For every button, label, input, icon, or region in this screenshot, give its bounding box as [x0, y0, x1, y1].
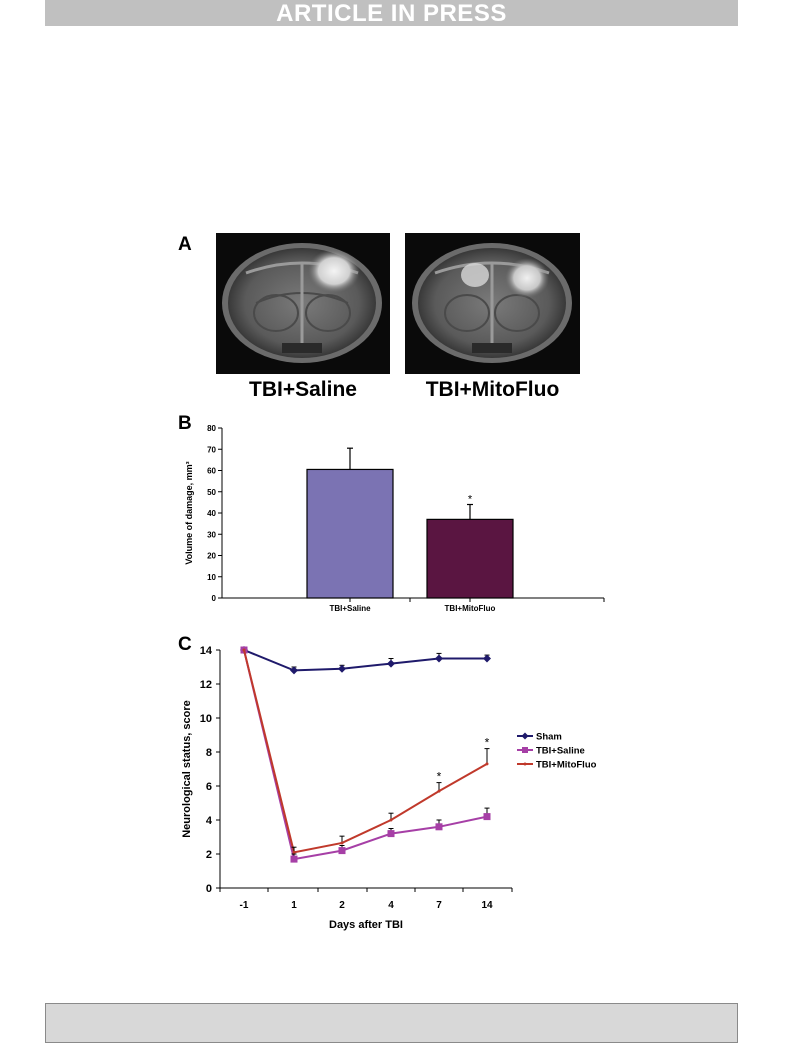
bar — [426, 518, 514, 599]
significance-mark: * — [437, 770, 442, 784]
y-tick-label: 60 — [207, 467, 216, 476]
article-in-press-banner: ARTICLE IN PRESS — [45, 0, 738, 27]
y-tick-label: 8 — [206, 747, 212, 759]
x-tick-label: 1 — [291, 900, 297, 911]
data-point — [437, 789, 441, 793]
mri-image-tbi-saline — [216, 233, 390, 374]
significance-mark: * — [468, 494, 473, 506]
data-point — [435, 654, 443, 663]
y-tick-label: 30 — [207, 530, 216, 539]
y-axis-label: Neurological status, score — [181, 700, 193, 838]
data-point — [389, 818, 393, 822]
panel-c-label: C — [178, 634, 192, 655]
data-point — [340, 841, 344, 845]
series-line-tbi-mitofluo — [243, 649, 488, 854]
y-tick-label: 14 — [200, 645, 213, 657]
legend-marker — [523, 762, 527, 766]
y-tick-label: 4 — [206, 815, 213, 827]
y-tick-label: 10 — [200, 713, 212, 725]
series-line-tbi-saline — [243, 649, 488, 861]
data-point — [485, 762, 489, 766]
y-tick-label: 2 — [206, 849, 212, 861]
legend-label: TBI+MitoFluo — [536, 760, 597, 771]
data-point — [338, 664, 346, 673]
data-point — [338, 847, 346, 855]
series-line-sham — [243, 649, 487, 672]
y-axis-label: Volume of damage, mm³ — [184, 461, 194, 564]
legend-label: Sham — [536, 732, 562, 743]
y-tick-label: 12 — [200, 679, 212, 691]
significance-mark: * — [485, 736, 490, 750]
legend-marker — [522, 747, 528, 753]
data-point — [435, 823, 443, 831]
y-tick-label: 50 — [207, 488, 216, 497]
panel-b-label: B — [178, 413, 192, 434]
legend-label: TBI+Saline — [536, 746, 585, 757]
legend-marker — [521, 732, 529, 740]
footer-box — [45, 1003, 738, 1043]
data-point — [387, 659, 395, 668]
data-point — [242, 648, 246, 652]
x-tick-label: 2 — [339, 900, 345, 911]
data-point — [290, 855, 298, 863]
caption-tbi-saline: TBI+Saline — [249, 378, 357, 401]
bar — [306, 468, 394, 599]
y-tick-label: 10 — [207, 573, 216, 582]
data-point — [387, 830, 395, 838]
x-tick-label: TBI+Saline — [329, 604, 371, 613]
x-tick-label: 4 — [388, 900, 394, 911]
data-point — [483, 654, 491, 663]
damage-volume-bar-chart: 0 10 20 30 40 50 60 70 80 Volume of damage, mm³ TB… — [184, 424, 605, 613]
x-axis-label: Days after TBI — [329, 919, 403, 931]
x-tick-label: -1 — [240, 900, 249, 911]
y-tick-label: 0 — [206, 883, 212, 895]
y-tick-label: 6 — [206, 781, 212, 793]
x-tick-label: 14 — [481, 900, 493, 911]
y-tick-label: 0 — [212, 594, 217, 603]
panel-a-label: A — [178, 234, 192, 255]
x-tick-label: TBI+MitoFluo — [445, 604, 496, 613]
caption-tbi-mitofluo: TBI+MitoFluo — [425, 378, 560, 401]
mri-image-tbi-mitofluo — [405, 233, 580, 374]
y-tick-label: 20 — [207, 552, 216, 561]
y-tick-label: 40 — [207, 509, 216, 518]
y-tick-label: 70 — [207, 445, 216, 454]
data-point — [292, 850, 296, 854]
data-point — [483, 813, 491, 821]
y-tick-label: 80 — [207, 424, 216, 433]
x-tick-label: 7 — [436, 900, 442, 911]
data-point — [290, 666, 298, 675]
